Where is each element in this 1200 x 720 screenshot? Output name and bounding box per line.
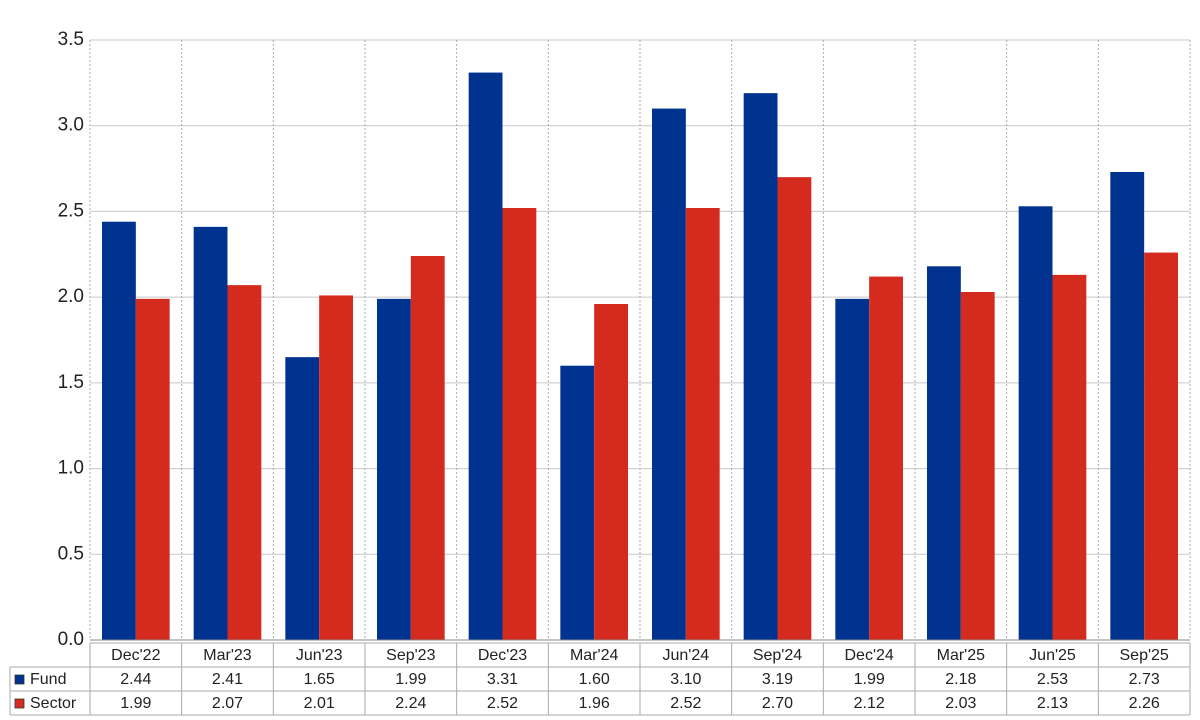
bar xyxy=(960,292,995,640)
bar xyxy=(869,276,903,640)
y-tick-label: 0.5 xyxy=(58,543,84,564)
bar xyxy=(1110,172,1145,640)
x-tick-label: Dec'22 xyxy=(111,647,160,664)
table-value: 2.03 xyxy=(945,695,976,712)
y-tick-label: 3.5 xyxy=(58,29,84,50)
table-value: 2.52 xyxy=(487,695,518,712)
bar xyxy=(652,108,686,641)
bar xyxy=(743,93,778,640)
y-tick-label: 0.0 xyxy=(58,629,84,650)
table-value: 2.73 xyxy=(1129,671,1160,688)
x-tick-label: Sep'25 xyxy=(1120,647,1169,664)
bar xyxy=(193,226,228,640)
bar xyxy=(1018,206,1053,641)
bar xyxy=(1144,252,1178,641)
table-value: 1.65 xyxy=(304,671,335,688)
x-tick-label: Jun'24 xyxy=(663,647,710,664)
x-tick-label: Dec'24 xyxy=(845,647,894,664)
table-value: 2.18 xyxy=(945,671,976,688)
bar xyxy=(594,304,628,640)
bar xyxy=(102,221,136,640)
x-tick-label: Jun'25 xyxy=(1029,647,1076,664)
y-tick-label: 2.0 xyxy=(58,286,84,307)
bar xyxy=(410,256,445,640)
x-tick-label: Sep'24 xyxy=(753,647,802,664)
bar xyxy=(835,298,870,640)
table-value: 1.99 xyxy=(120,695,151,712)
legend-label: Sector xyxy=(30,695,77,712)
bar xyxy=(560,365,595,640)
table-value: 2.26 xyxy=(1129,695,1160,712)
y-tick-label: 1.5 xyxy=(58,372,84,393)
legend-swatch xyxy=(14,674,25,685)
table-value: 2.24 xyxy=(395,695,426,712)
x-tick-label: Dec'23 xyxy=(478,647,527,664)
x-tick-label: Mar'23 xyxy=(203,647,252,664)
bar xyxy=(135,298,170,640)
table-value: 3.10 xyxy=(670,671,701,688)
table-value: 3.31 xyxy=(487,671,518,688)
bar xyxy=(285,357,320,640)
bar xyxy=(227,285,262,640)
bar xyxy=(927,266,961,640)
table-value: 2.12 xyxy=(854,695,885,712)
table-value: 2.41 xyxy=(212,671,243,688)
table-value: 2.13 xyxy=(1037,695,1068,712)
bar xyxy=(319,295,353,640)
table-value: 2.44 xyxy=(120,671,151,688)
bar xyxy=(377,298,411,640)
table-value: 2.52 xyxy=(670,695,701,712)
x-tick-label: Sep'23 xyxy=(386,647,435,664)
table-value: 1.99 xyxy=(854,671,885,688)
table-value: 1.99 xyxy=(395,671,426,688)
y-tick-label: 2.5 xyxy=(58,200,84,221)
bar xyxy=(777,177,812,640)
table-value: 2.01 xyxy=(304,695,335,712)
legend-swatch xyxy=(14,698,25,709)
bar xyxy=(468,72,503,641)
table-value: 3.19 xyxy=(762,671,793,688)
y-tick-label: 3.0 xyxy=(58,115,84,136)
table-value: 1.96 xyxy=(579,695,610,712)
table-value: 2.07 xyxy=(212,695,243,712)
y-tick-label: 1.0 xyxy=(58,458,84,479)
bar xyxy=(685,208,720,640)
bar xyxy=(1052,274,1087,640)
x-tick-label: Jun'23 xyxy=(296,647,343,664)
x-tick-label: Mar'25 xyxy=(937,647,986,664)
x-tick-label: Mar'24 xyxy=(570,647,619,664)
table-value: 2.70 xyxy=(762,695,793,712)
bar xyxy=(502,208,537,640)
table-value: 2.53 xyxy=(1037,671,1068,688)
legend-label: Fund xyxy=(30,671,66,688)
table-value: 1.60 xyxy=(579,671,610,688)
